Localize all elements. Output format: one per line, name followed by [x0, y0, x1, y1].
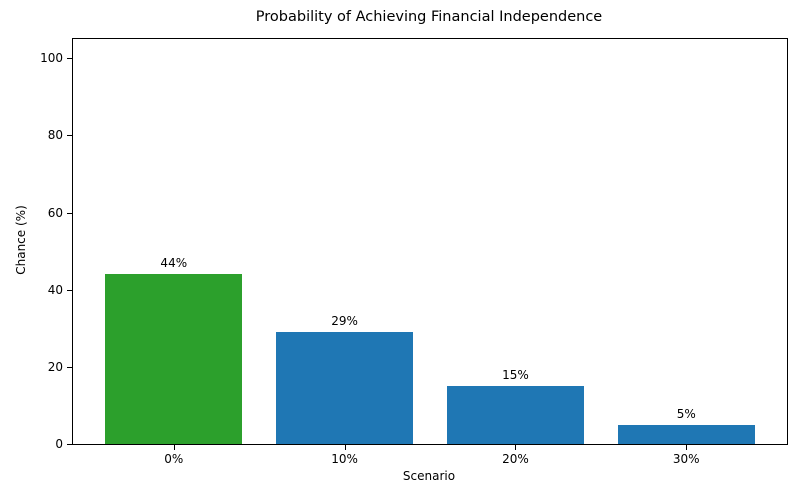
- y-tick-mark: [67, 366, 72, 368]
- y-tick-mark: [67, 58, 72, 60]
- x-tick-mark: [686, 445, 688, 450]
- bar-value-label: 29%: [331, 314, 358, 329]
- y-tick-mark: [67, 289, 72, 291]
- x-tick-label: 20%: [502, 452, 529, 466]
- bar-value-label: 5%: [676, 406, 696, 421]
- y-tick-label: 80: [47, 128, 63, 143]
- y-tick-label: 100: [40, 51, 63, 66]
- y-tick-label: 20: [47, 359, 63, 374]
- bar-value-label: 44%: [160, 256, 188, 271]
- y-tick-mark: [67, 135, 72, 137]
- chart-title: Probability of Achieving Financial Indep…: [255, 9, 603, 25]
- bar: [105, 274, 243, 444]
- x-tick-label: 30%: [672, 452, 700, 466]
- x-tick-mark: [344, 445, 346, 450]
- y-tick-mark: [67, 444, 72, 445]
- y-tick-label: 40: [47, 282, 63, 297]
- x-tick-label: 10%: [331, 452, 358, 466]
- y-tick-label: 0: [55, 437, 63, 451]
- bar: [617, 424, 755, 444]
- x-tick-mark: [173, 445, 175, 450]
- x-axis-label: Scenario: [402, 469, 456, 483]
- bar-value-label: 15%: [502, 368, 529, 383]
- bar: [447, 386, 584, 444]
- plot-area: 0 20 40 60 80 100 44% 0% 29% 10% 15% 20% 5% 30%: [40, 38, 788, 466]
- y-tick-label: 60: [47, 205, 63, 220]
- y-tick-mark: [67, 212, 72, 214]
- x-tick-label: 0%: [164, 452, 184, 466]
- x-tick-mark: [515, 445, 517, 450]
- bar: [276, 332, 413, 444]
